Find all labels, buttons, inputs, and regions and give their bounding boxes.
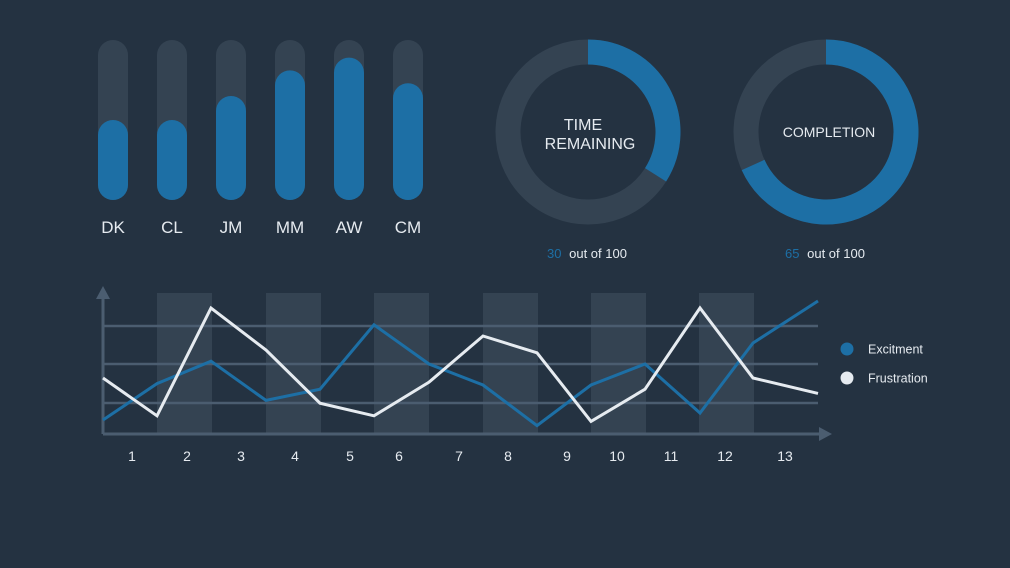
x-tick-label: 4: [291, 448, 299, 464]
bar-category-label: MM: [276, 218, 304, 237]
legend-label: Frustration: [868, 372, 928, 386]
x-tick-label: 2: [183, 448, 191, 464]
donut-time-remaining: TIME REMAINING 30 out of 100: [495, 39, 681, 261]
bar: [393, 83, 423, 200]
donut-title: COMPLETION: [783, 124, 876, 140]
donut-value-arc: [741, 39, 919, 225]
bar-chart: DK CL JM MM AW CM: [98, 40, 423, 237]
x-tick-label: 12: [717, 448, 733, 464]
legend-swatch: [840, 342, 854, 356]
donut-caption-value: 30: [547, 246, 561, 261]
x-tick-label: 9: [563, 448, 571, 464]
bar-category-label: DK: [101, 218, 125, 237]
donut-caption-value: 65: [785, 246, 799, 261]
x-tick-label: 6: [395, 448, 403, 464]
x-tick-label: 5: [346, 448, 354, 464]
x-axis-arrow: [819, 427, 832, 441]
donut-caption: 65 out of 100: [785, 246, 865, 261]
x-tick-label: 11: [664, 448, 679, 464]
series-lines: [102, 299, 819, 428]
bar: [157, 120, 187, 200]
x-tick-labels: 1 2 3 4 5 6 7 8 9 10 11 12 13: [128, 448, 793, 464]
x-tick-label: 3: [237, 448, 245, 464]
bar: [334, 57, 364, 200]
donut-title-line1: TIME: [564, 117, 602, 134]
donut-title-line2: REMAINING: [545, 136, 636, 153]
legend: Excitment Frustration: [840, 342, 928, 386]
x-tick-label: 10: [609, 448, 625, 464]
bar: [98, 120, 128, 200]
donut-completion: COMPLETION 65 out of 100: [733, 39, 919, 261]
series-line: [102, 299, 819, 428]
donut-value-arc: [587, 39, 681, 182]
series-line: [102, 305, 819, 424]
bar: [216, 96, 246, 200]
bar-category-label: AW: [336, 218, 363, 237]
axes: [96, 286, 832, 441]
donut-caption: 30 out of 100: [547, 246, 627, 261]
legend-swatch: [840, 371, 854, 385]
bar-category-label: JM: [220, 218, 243, 237]
donut-caption-text: out of 100: [569, 246, 627, 261]
x-tick-label: 1: [128, 448, 136, 464]
donut-caption-text: out of 100: [807, 246, 865, 261]
legend-label: Excitment: [868, 343, 923, 357]
x-tick-label: 8: [504, 448, 512, 464]
x-tick-label: 13: [777, 448, 793, 464]
bar: [275, 70, 305, 201]
gridlines: [103, 324, 818, 405]
bar-category-label: CM: [395, 218, 421, 237]
x-tick-label: 7: [455, 448, 463, 464]
y-axis-arrow: [96, 286, 110, 299]
bar-category-label: CL: [161, 218, 183, 237]
